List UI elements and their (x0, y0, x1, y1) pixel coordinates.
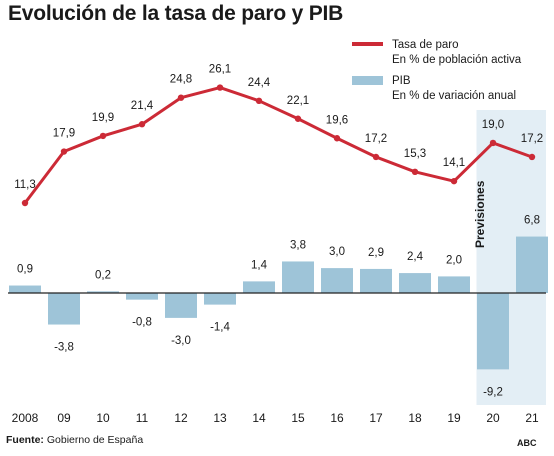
pib-bar-16 (321, 268, 353, 293)
pib-bar-2008 (9, 285, 41, 293)
paro-label-16: 19,6 (326, 114, 348, 126)
paro-label-19: 14,1 (443, 157, 465, 169)
paro-point-17 (372, 153, 380, 161)
x-tick-21: 21 (525, 411, 539, 425)
pib-label-21: 6,8 (524, 215, 540, 227)
pib-label-11: -0,8 (132, 317, 152, 329)
pib-label-14: 1,4 (251, 259, 268, 271)
x-tick-16: 16 (330, 411, 344, 425)
legend-pib-title: PIB (392, 75, 411, 87)
pib-label-15: 3,8 (290, 239, 306, 251)
paro-point-16 (333, 135, 341, 142)
paro-label-12: 24,8 (170, 74, 192, 86)
forecast-label: Previsiones (473, 180, 487, 248)
paro-point-18 (411, 168, 419, 175)
x-tick-15: 15 (291, 411, 305, 425)
x-tick-13: 13 (213, 411, 227, 425)
legend-paro-sub: En % de población activa (392, 54, 522, 66)
paro-point-14 (255, 97, 263, 105)
paro-label-20: 19,0 (482, 119, 504, 131)
paro-point-21 (528, 153, 536, 161)
pib-bar-21 (516, 236, 548, 293)
paro-point-15 (294, 115, 302, 122)
paro-label-15: 22,1 (287, 95, 309, 107)
pib-bar-13 (204, 293, 236, 305)
source-text: Gobierno de España (46, 434, 144, 446)
x-tick-20: 20 (486, 411, 500, 425)
pib-label-19: 2,0 (446, 254, 462, 266)
pib-bar-11 (126, 293, 158, 300)
legend-pib-swatch (352, 76, 383, 85)
x-tick-18: 18 (408, 411, 422, 425)
pib-label-13: -1,4 (210, 322, 230, 334)
publisher-logo: ABC (517, 438, 537, 448)
paro-line (23, 86, 533, 204)
x-tick-10: 10 (96, 411, 110, 425)
paro-label-14: 24,4 (248, 77, 271, 89)
pib-bar-15 (282, 261, 314, 293)
pib-bar-12 (165, 293, 197, 318)
paro-label-10: 19,9 (92, 112, 114, 124)
paro-point-11 (138, 121, 146, 128)
pib-label-18: 2,4 (407, 251, 424, 263)
pib-bar-18 (399, 273, 431, 293)
paro-point-2008 (21, 199, 29, 207)
pib-label-20: -9,2 (483, 386, 503, 398)
x-tick-17: 17 (369, 411, 383, 425)
watermark: 知乎 @徐翔宇 (420, 426, 503, 441)
paro-label-13: 26,1 (209, 64, 231, 76)
legend-pib-sub: En % de variación anual (392, 90, 516, 102)
pib-bar-10 (87, 291, 119, 293)
pib-bar-14 (243, 281, 275, 293)
paro-point-19 (450, 177, 458, 185)
source-note: Fuente: Gobierno de España (6, 434, 143, 446)
paro-label-2008: 11,3 (14, 179, 36, 191)
x-tick-14: 14 (252, 411, 266, 425)
pib-label-17: 2,9 (368, 247, 384, 259)
pib-label-09: -3,8 (54, 342, 74, 354)
paro-point-10 (99, 132, 107, 140)
pib-bar-09 (48, 293, 80, 325)
paro-label-09: 17,9 (53, 128, 75, 140)
pib-bar-20 (477, 293, 509, 370)
paro-label-21: 17,2 (521, 133, 543, 145)
x-tick-09: 09 (57, 411, 71, 425)
paro-point-13 (216, 84, 224, 91)
chart-title: Evolución de la tasa de paro y PIB (8, 2, 344, 25)
pib-label-2008: 0,9 (17, 264, 33, 276)
pib-bar-17 (360, 268, 392, 293)
pib-label-12: -3,0 (171, 335, 191, 347)
paro-point-20 (489, 139, 497, 147)
x-tick-11: 11 (136, 411, 149, 425)
pib-label-16: 3,0 (329, 246, 345, 258)
paro-point-09 (60, 148, 68, 155)
x-tick-19: 19 (447, 411, 461, 425)
pib-bar-19 (438, 276, 470, 293)
source-label: Fuente: (6, 434, 44, 446)
paro-point-12 (177, 94, 185, 101)
legend-paro-title: Tasa de paro (392, 39, 459, 51)
paro-label-11: 21,4 (131, 100, 154, 112)
paro-label-18: 15,3 (404, 148, 426, 160)
x-tick-12: 12 (174, 411, 188, 425)
legend: Tasa de paro En % de población activa PI… (352, 39, 522, 102)
pib-label-10: 0,2 (95, 269, 111, 281)
paro-label-17: 17,2 (365, 133, 387, 145)
x-tick-2008: 2008 (12, 411, 39, 425)
